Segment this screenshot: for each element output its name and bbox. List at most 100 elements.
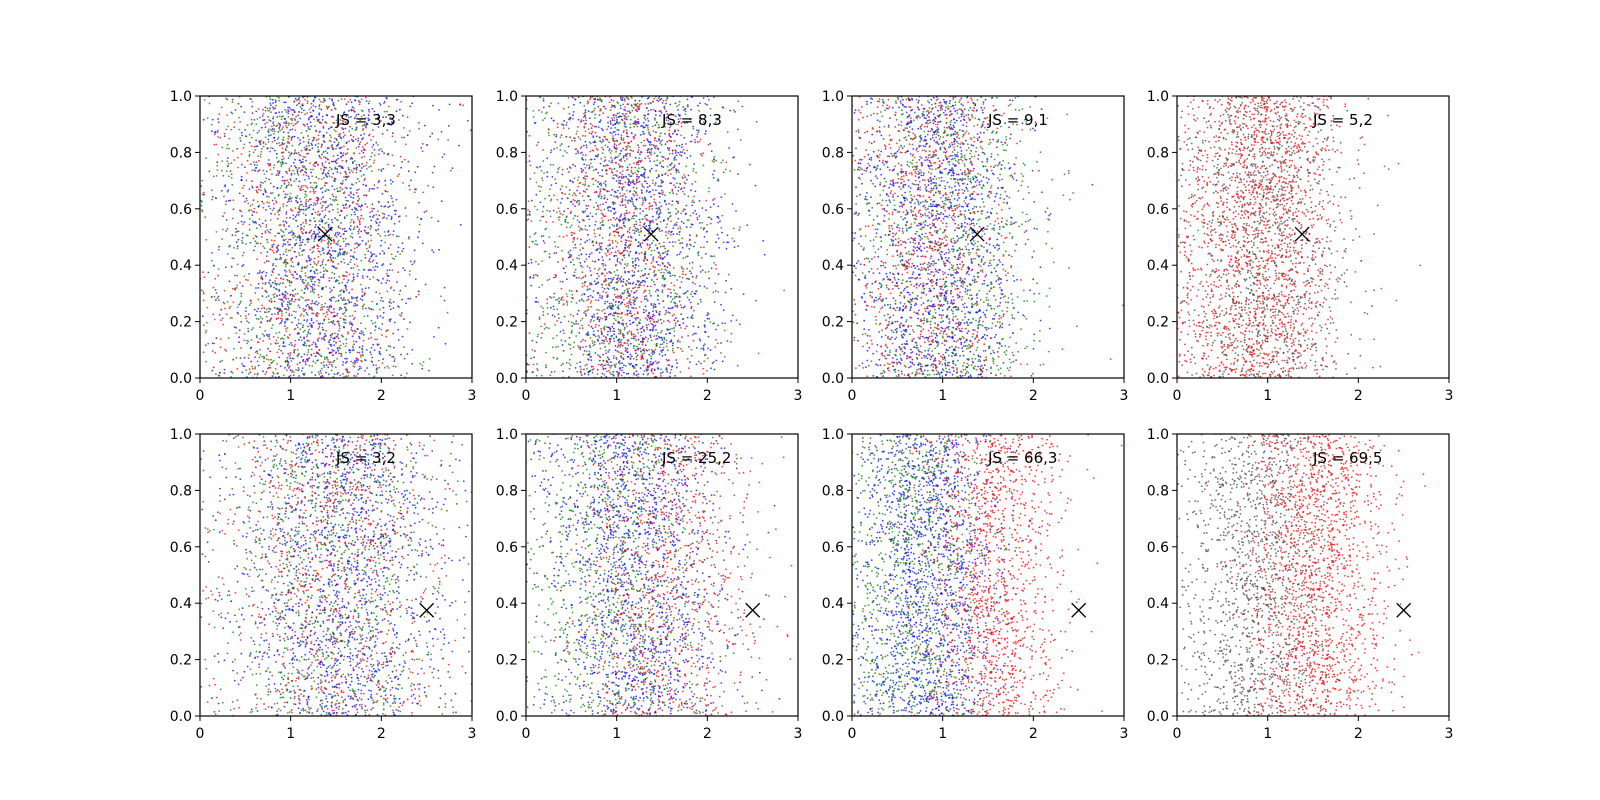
data-point bbox=[302, 330, 305, 333]
data-point bbox=[228, 307, 231, 310]
data-point bbox=[340, 114, 342, 117]
data-point bbox=[234, 109, 237, 111]
data-point bbox=[307, 255, 310, 257]
data-point bbox=[590, 282, 592, 285]
data-point bbox=[636, 354, 639, 357]
data-point bbox=[288, 367, 290, 369]
data-point bbox=[694, 190, 697, 193]
data-point bbox=[317, 371, 320, 374]
data-point bbox=[228, 280, 231, 283]
data-point bbox=[330, 289, 333, 292]
data-point bbox=[344, 307, 347, 310]
data-point bbox=[622, 147, 624, 150]
data-point bbox=[298, 167, 300, 169]
data-point bbox=[287, 112, 290, 115]
data-point bbox=[337, 135, 340, 138]
data-point bbox=[319, 309, 322, 311]
data-point bbox=[371, 122, 373, 125]
data-point bbox=[342, 373, 344, 375]
data-point bbox=[360, 208, 362, 211]
data-point bbox=[331, 148, 334, 151]
data-point bbox=[236, 274, 238, 277]
data-point bbox=[251, 214, 254, 217]
data-point bbox=[271, 209, 274, 212]
data-point bbox=[292, 218, 295, 220]
data-point bbox=[672, 192, 675, 195]
data-point bbox=[245, 135, 248, 138]
data-point bbox=[597, 105, 600, 108]
data-point bbox=[233, 126, 236, 128]
data-point bbox=[259, 348, 261, 351]
series-3 bbox=[200, 96, 472, 378]
data-point bbox=[352, 161, 354, 163]
data-point bbox=[283, 225, 286, 227]
data-point bbox=[223, 212, 226, 214]
data-point bbox=[309, 322, 311, 325]
data-point bbox=[655, 189, 657, 192]
data-point bbox=[288, 312, 291, 315]
data-point bbox=[309, 263, 312, 266]
data-point bbox=[370, 336, 373, 339]
data-point bbox=[280, 118, 283, 121]
data-point bbox=[562, 349, 565, 352]
data-point bbox=[240, 105, 243, 108]
data-point bbox=[357, 359, 360, 361]
data-point bbox=[351, 335, 354, 338]
data-point bbox=[308, 259, 311, 262]
data-point bbox=[345, 141, 348, 144]
data-point bbox=[527, 262, 530, 265]
data-point bbox=[629, 342, 632, 345]
data-point bbox=[310, 106, 313, 109]
data-point bbox=[314, 105, 317, 108]
data-point bbox=[217, 136, 220, 138]
data-point bbox=[350, 249, 352, 252]
data-point bbox=[320, 372, 323, 374]
data-point bbox=[630, 140, 633, 143]
data-point bbox=[406, 116, 409, 119]
data-point bbox=[311, 251, 314, 254]
data-point bbox=[297, 120, 299, 123]
data-point bbox=[584, 313, 587, 315]
data-point bbox=[269, 366, 272, 369]
data-point bbox=[269, 308, 272, 311]
data-point bbox=[282, 203, 285, 206]
data-point bbox=[284, 101, 287, 104]
data-point bbox=[214, 196, 217, 199]
data-point bbox=[345, 275, 348, 278]
data-point bbox=[613, 271, 616, 273]
data-point bbox=[402, 247, 405, 250]
data-point bbox=[327, 238, 329, 241]
data-point bbox=[635, 181, 638, 184]
data-point bbox=[348, 227, 351, 230]
data-point bbox=[648, 184, 651, 187]
data-point bbox=[269, 279, 271, 282]
data-point bbox=[375, 262, 378, 265]
data-point bbox=[619, 107, 622, 110]
data-point bbox=[298, 111, 300, 113]
data-point bbox=[337, 252, 340, 255]
data-point bbox=[595, 213, 597, 215]
data-point bbox=[260, 139, 263, 142]
data-point bbox=[691, 204, 694, 207]
data-point bbox=[715, 241, 717, 244]
data-point bbox=[342, 258, 345, 261]
data-point bbox=[652, 189, 654, 191]
data-point bbox=[363, 155, 366, 158]
data-point bbox=[360, 175, 363, 177]
data-point bbox=[363, 315, 366, 318]
data-point bbox=[285, 204, 288, 207]
data-point bbox=[210, 189, 213, 192]
data-point bbox=[385, 282, 387, 284]
data-point bbox=[389, 263, 392, 265]
data-point bbox=[620, 303, 622, 305]
data-point bbox=[609, 306, 611, 309]
data-point bbox=[294, 339, 297, 342]
data-point bbox=[231, 217, 234, 220]
data-point bbox=[269, 285, 272, 288]
data-point bbox=[283, 101, 285, 104]
data-point bbox=[633, 214, 635, 217]
data-point bbox=[656, 247, 659, 249]
data-point bbox=[226, 143, 229, 146]
data-point bbox=[297, 367, 300, 369]
data-point bbox=[362, 183, 365, 186]
